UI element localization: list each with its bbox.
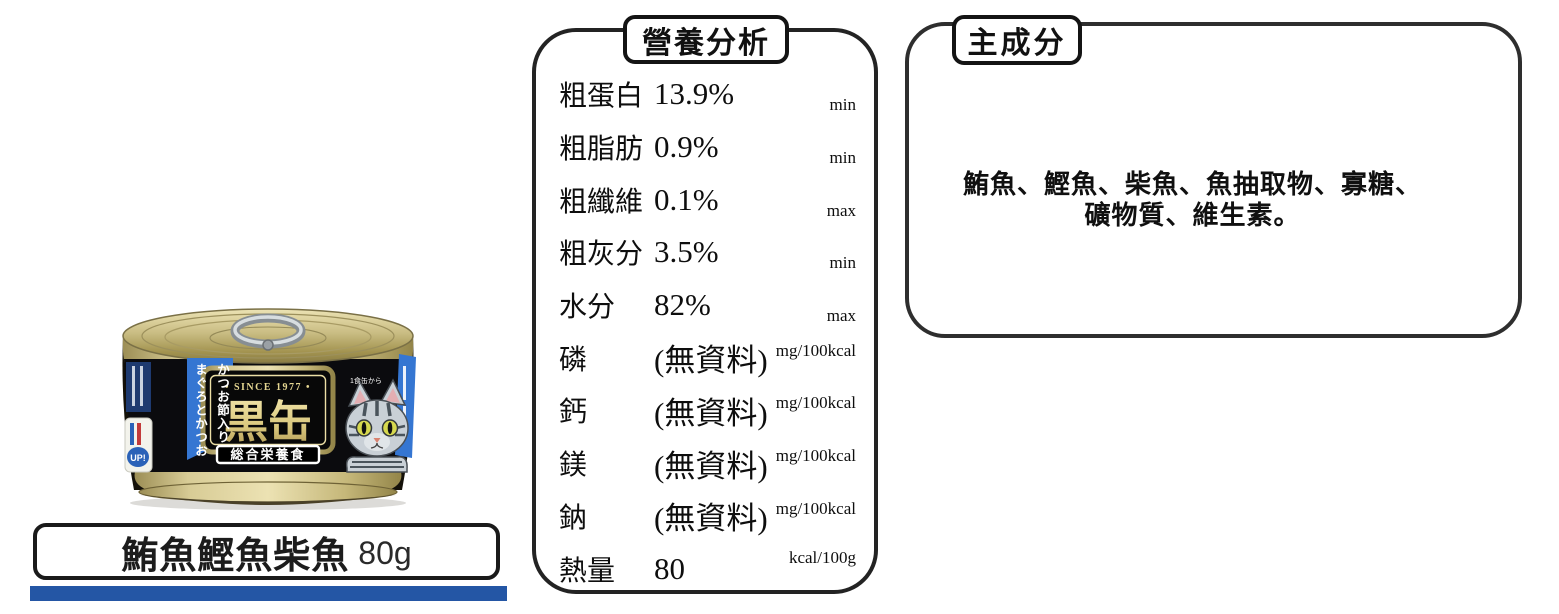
ingredients-text: 鮪魚、鰹魚、柴魚、魚抽取物、寡糖、 礦物質、維生素。 [927, 169, 1458, 231]
nutrition-row: 鈣 (無資料) mg/100kcal [536, 384, 874, 437]
nutrient-unit: min [829, 95, 856, 115]
nutrient-unit: mg/100kcal [775, 393, 856, 413]
nutrient-name: 粗纖維 [559, 186, 644, 218]
since-label: • SINCE 1977 • [225, 382, 311, 393]
nutrient-unit: min [829, 253, 856, 273]
brand-name: 黒缶 [224, 398, 312, 447]
nutrient-value: (無資料) [654, 501, 768, 537]
nutrient-value: 0.9% [654, 129, 719, 165]
nutrition-row: 水分 82% max [536, 279, 874, 332]
nutrition-row: 粗蛋白 13.9% min [536, 68, 874, 121]
nutrition-row: 磷 (無資料) mg/100kcal [536, 331, 874, 384]
can-pull-ring [230, 313, 306, 351]
nutrient-unit: mg/100kcal [775, 446, 856, 466]
nutrient-name: 熱量 [559, 555, 616, 587]
ribbon-line-2: まぐろとかつお [193, 363, 207, 458]
ingredients-line-1: 鮪魚、鰹魚、柴魚、魚抽取物、寡糖、 [962, 169, 1422, 199]
nutrient-unit: mg/100kcal [775, 340, 856, 360]
corner-note: 1食缶から [350, 376, 382, 385]
ingredients-line-2: 礦物質、維生素。 [1084, 200, 1301, 230]
nutrition-row: 粗灰分 3.5% min [536, 226, 874, 279]
nutrient-value: (無資料) [654, 448, 768, 484]
cat-illustration [345, 378, 409, 473]
product-weight: 80g [358, 535, 412, 571]
nutrient-value: 13.9% [654, 76, 735, 112]
side-tag-navy [126, 362, 151, 412]
brand-frame: • SINCE 1977 • 黒缶 [200, 365, 336, 455]
nutrient-name: 鎂 [559, 450, 588, 482]
ingredients-panel: 主成分 鮪魚、鰹魚、柴魚、魚抽取物、寡糖、 礦物質、維生素。 [905, 15, 1522, 338]
flavor-ribbon-text: かつお節入り まぐろとかつお [187, 363, 233, 459]
nutrition-row: 粗脂肪 0.9% min [536, 121, 874, 174]
can-bottom-edge [140, 495, 396, 505]
nutrient-name: 鈉 [559, 502, 588, 534]
accent-underline [30, 586, 507, 601]
nutrition-row: 粗纖維 0.1% max [536, 173, 874, 226]
nutrient-name: 粗灰分 [559, 239, 644, 271]
product-name: 鮪魚鰹魚柴魚 [121, 534, 350, 576]
type-label-box: 総合栄養食 [215, 444, 321, 465]
nutrient-unit: min [829, 148, 856, 168]
nutrient-value: 80 [654, 550, 685, 586]
nutrient-name: 水分 [559, 292, 616, 324]
nutrient-name: 粗蛋白 [559, 81, 644, 113]
ingredients-title: 主成分 [952, 15, 1082, 65]
nutrition-panel: 營養分析 粗蛋白 13.9% min 粗脂肪 0.9% min 粗纖維 0.1%… [532, 15, 878, 595]
product-name-plate: 鮪魚鰹魚柴魚 80g [33, 523, 500, 580]
nutrient-unit: mg/100kcal [775, 498, 856, 518]
side-badge-up: UP! [124, 417, 153, 473]
nutrition-rows: 粗蛋白 13.9% min 粗脂肪 0.9% min 粗纖維 0.1% max … [536, 68, 874, 595]
nutrition-title: 營養分析 [623, 15, 789, 64]
ribbon-line-1: かつお節入り [215, 363, 229, 444]
nutrient-value: (無資料) [654, 395, 768, 431]
badge-up-label: UP! [130, 453, 146, 463]
nutrition-row: 熱量 80 kcal/100g [536, 542, 874, 595]
nutrient-unit: kcal/100g [788, 547, 856, 567]
nutrient-value: 82% [654, 287, 711, 323]
nutrient-name: 磷 [559, 344, 588, 376]
nutrient-value: (無資料) [654, 343, 768, 379]
nutrient-value: 3.5% [654, 234, 719, 270]
nutrient-name: 粗脂肪 [559, 134, 644, 166]
cat-food-can: UP! • SINCE 1977 • 黒缶 [122, 308, 416, 510]
nutrition-row: 鈉 (無資料) mg/100kcal [536, 490, 874, 543]
type-label: 総合栄養食 [230, 447, 305, 462]
nutrient-value: 0.1% [654, 181, 719, 217]
product-photo: UP! • SINCE 1977 • 黒缶 [118, 306, 418, 512]
nutrient-unit: max [826, 306, 856, 326]
nutrition-row: 鎂 (無資料) mg/100kcal [536, 437, 874, 490]
nutrient-unit: max [826, 200, 856, 220]
nutrient-name: 鈣 [559, 397, 588, 429]
